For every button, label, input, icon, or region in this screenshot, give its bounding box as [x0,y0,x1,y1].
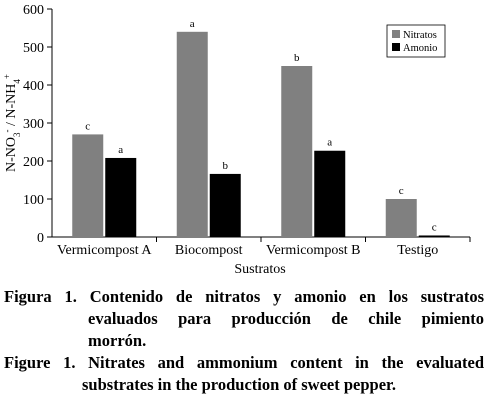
bars: c a a b b a c c [72,18,450,237]
y-tick-label: 500 [23,41,44,56]
caption-line: Figure 1. Nitrates and ammonium content … [4,353,484,372]
bar-amonio [314,150,346,237]
bar-amonio [418,235,450,237]
data-label: b [294,52,300,64]
y-tick-label: 100 [23,193,44,208]
caption-line: morrón. [88,331,147,350]
figure-caption-spanish: Figura 1. Contenido de nitratos y amonio… [4,286,484,352]
y-tick-label: 200 [23,155,44,170]
y-axis-title: N-NO3- / N-NH4+ [2,74,22,172]
legend-swatch [392,30,400,38]
x-tick-label: Testigo [397,243,438,258]
x-tick-label: Vermicompost A [57,243,152,258]
bar-chart: 0 100 200 300 400 500 600 Vermicompost A Biocom… [2,3,471,277]
y-axis: 0 100 200 300 400 500 600 [23,3,53,246]
data-label: b [223,160,229,172]
legend-label: Nitratos [403,30,437,41]
bar-nitratos [385,199,417,237]
legend-swatch [392,43,400,51]
figure-caption-english: Figure 1. Nitrates and ammonium content … [4,352,484,396]
data-label: a [190,18,195,30]
caption-line: Figura 1. Contenido de nitratos y amonio… [4,287,484,306]
caption-line: evaluados para producción de chile pimie… [88,309,484,328]
x-tick-label: Vermicompost B [266,243,361,258]
data-label: a [118,144,123,156]
legend-label: Amonio [403,43,437,54]
bar-nitratos [176,31,208,237]
data-label: c [432,221,437,233]
data-label: a [327,137,332,149]
y-tick-label: 600 [23,3,44,18]
y-tick-label: 0 [37,231,44,246]
data-label: c [85,120,90,132]
bar-nitratos [72,134,104,237]
data-label: c [399,185,404,197]
y-tick-label: 400 [23,79,44,94]
bar-amonio [209,173,241,237]
legend: Nitratos Amonio [386,24,446,58]
bar-nitratos [281,66,313,237]
x-axis: Vermicompost A Biocompost Vermicompost B Te… [52,236,471,258]
caption-line: substrates in the production of sweet pe… [82,375,396,394]
y-tick-label: 300 [23,117,44,132]
x-tick-label: Biocompost [175,243,243,258]
x-axis-title: Sustratos [234,262,285,277]
bar-amonio [105,157,137,237]
